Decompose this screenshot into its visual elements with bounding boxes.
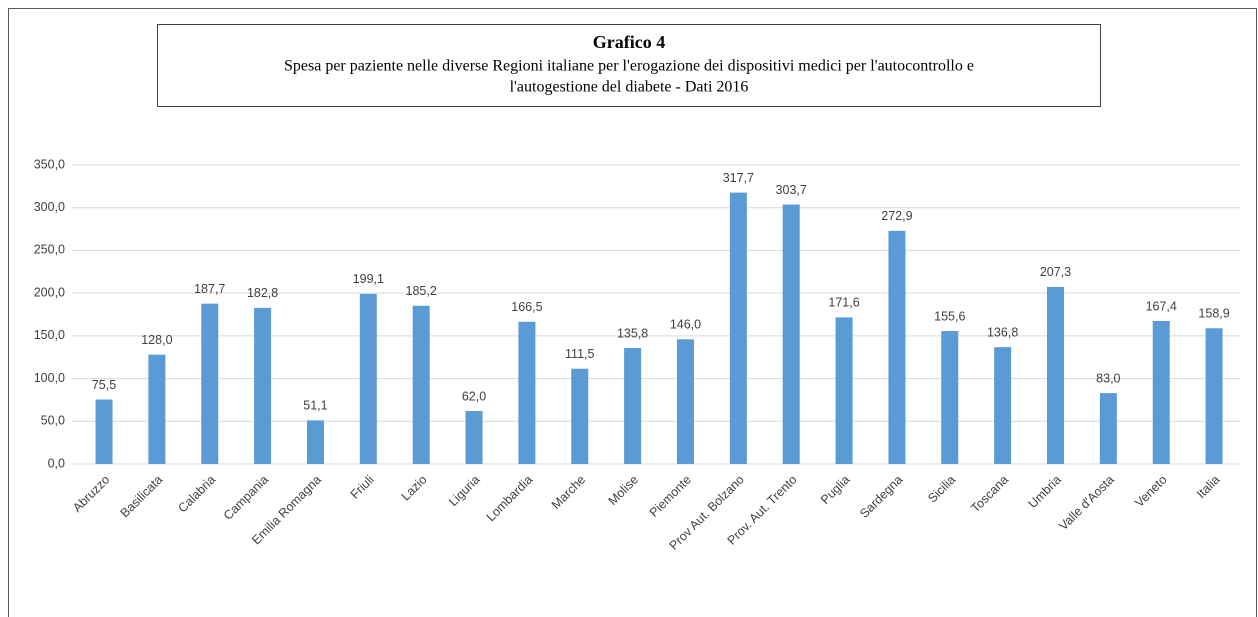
bar: [1152, 320, 1170, 464]
y-tick-label: 200,0: [34, 285, 65, 299]
data-label: 111,5: [565, 347, 594, 361]
bar: [306, 420, 324, 464]
y-tick-label: 0,0: [48, 456, 65, 470]
bar: [95, 399, 113, 464]
data-label: 155,6: [934, 309, 965, 323]
data-label: 187,7: [194, 282, 225, 296]
bar: [835, 317, 853, 464]
data-label: 182,8: [247, 286, 278, 300]
data-label: 51,1: [303, 399, 327, 413]
bar: [465, 411, 483, 464]
x-tick-label: Liguria: [446, 473, 482, 509]
bar: [729, 192, 747, 464]
bar: [254, 307, 272, 464]
x-tick-label: Marche: [549, 473, 588, 512]
x-tick-label: Campania: [221, 473, 271, 523]
data-label: 185,2: [406, 284, 437, 298]
bar: [1046, 286, 1064, 464]
bar: [1205, 328, 1223, 464]
data-label: 199,1: [353, 272, 384, 286]
bar: [888, 230, 906, 464]
y-tick-label: 350,0: [34, 157, 65, 171]
chart-subtitle: l'autogestione del diabete - Dati 2016: [510, 79, 749, 96]
bar: [359, 293, 377, 464]
data-label: 128,0: [141, 333, 172, 347]
x-tick-label: Abruzzo: [70, 473, 112, 515]
chart-border: [8, 8, 1257, 617]
y-tick-label: 50,0: [41, 414, 65, 428]
data-label: 146,0: [670, 318, 701, 332]
title-box: [157, 24, 1101, 107]
bar: [518, 321, 536, 464]
x-tick-label: Sardegna: [857, 473, 905, 521]
y-tick-label: 300,0: [34, 200, 65, 214]
y-tick-label: 250,0: [34, 243, 65, 257]
data-label: 158,9: [1198, 307, 1229, 321]
x-tick-label: Veneto: [1132, 473, 1169, 510]
x-tick-label: Calabria: [175, 473, 218, 516]
bar: [412, 305, 430, 464]
y-tick-label: 150,0: [34, 328, 65, 342]
bar: [201, 303, 219, 464]
bar: [994, 347, 1012, 464]
x-tick-label: Sicilia: [925, 473, 958, 506]
x-tick-label: Italia: [1194, 473, 1223, 502]
data-label: 83,0: [1096, 371, 1120, 385]
data-label: 303,7: [776, 183, 807, 197]
x-tick-label: Piemonte: [647, 473, 694, 520]
x-tick-label: Umbria: [1026, 473, 1064, 511]
chart-subtitle: Spesa per paziente nelle diverse Regioni…: [284, 58, 974, 75]
x-tick-label: Lombardia: [484, 473, 536, 525]
y-tick-label: 100,0: [34, 371, 65, 385]
bar: [148, 354, 166, 464]
data-label: 135,8: [617, 326, 648, 340]
data-label: 272,9: [881, 209, 912, 223]
x-tick-label: Toscana: [968, 473, 1011, 516]
data-label: 75,5: [92, 378, 116, 392]
data-label: 317,7: [723, 171, 754, 185]
x-tick-label: Lazio: [399, 473, 430, 504]
x-tick-label: Molise: [606, 473, 641, 508]
data-label: 62,0: [462, 389, 486, 403]
x-tick-label: Friuli: [348, 473, 377, 502]
bar: [676, 339, 694, 464]
data-label: 207,3: [1040, 265, 1071, 279]
data-label: 167,4: [1146, 299, 1177, 313]
bar: [1099, 393, 1117, 464]
chart-title: Grafico 4: [593, 32, 665, 52]
x-tick-label: Puglia: [818, 473, 853, 508]
data-label: 171,6: [828, 296, 859, 310]
bar: [941, 331, 959, 464]
bar: [571, 368, 589, 464]
bar: [782, 204, 800, 465]
x-tick-label: Valle d'Aosta: [1056, 473, 1117, 534]
data-label: 166,5: [511, 300, 542, 314]
data-label: 136,8: [987, 325, 1018, 339]
x-tick-label: Basilicata: [118, 473, 166, 521]
bar: [624, 347, 642, 464]
